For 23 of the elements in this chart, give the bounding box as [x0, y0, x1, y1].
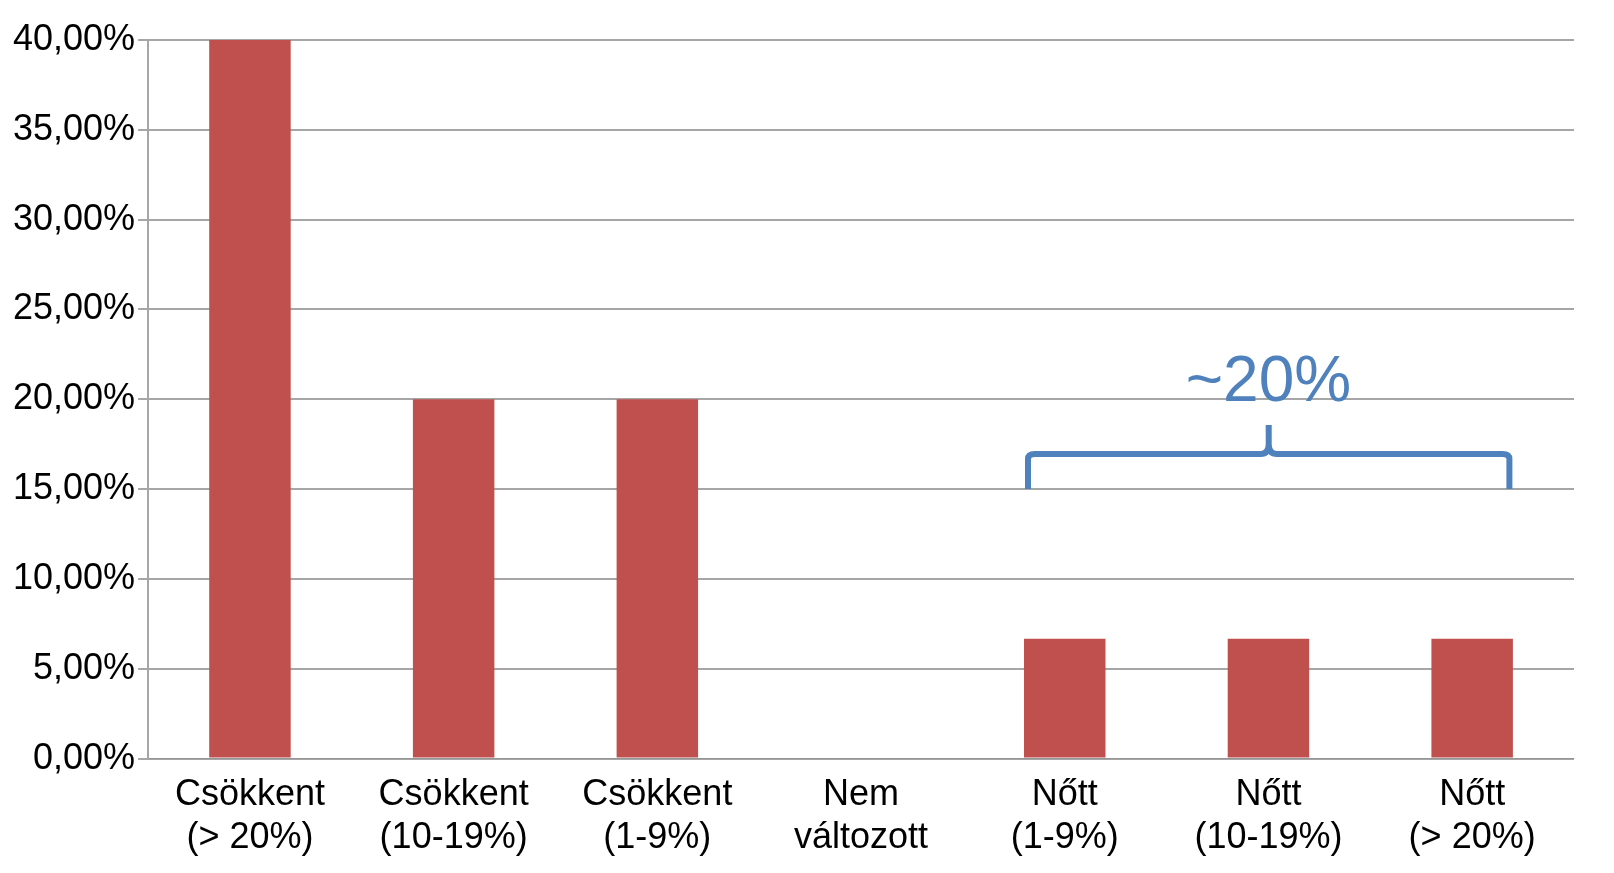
y-tick-label: 35,00% [12, 106, 136, 148]
y-tick-label: 20,00% [12, 376, 136, 418]
annotation: ~20% [1185, 343, 1352, 416]
bar [616, 399, 699, 758]
x-tick-label: Nőtt (1-9%) [1010, 772, 1119, 857]
bar [1431, 638, 1513, 758]
bar [1024, 638, 1106, 758]
bar [209, 40, 291, 758]
y-tick-label: 25,00% [12, 286, 136, 328]
x-tick-label: Csökkent (> 20%) [174, 772, 325, 857]
x-tick-label: Nőtt (10-19%) [1194, 772, 1343, 857]
y-tick-label: 10,00% [12, 555, 136, 597]
y-tick-label: 40,00% [12, 16, 136, 58]
bar [412, 399, 495, 758]
x-tick-label: Csökkent (1-9%) [582, 772, 733, 857]
x-tick-label: Nőtt (> 20%) [1408, 772, 1536, 857]
x-tick-label: Csökkent (10-19%) [378, 772, 529, 857]
y-tick-label: 5,00% [33, 645, 136, 687]
x-tick-label: Nem változott [794, 772, 929, 857]
bar [1227, 638, 1310, 758]
y-tick-label: 0,00% [33, 735, 136, 777]
y-tick-label: 30,00% [12, 196, 136, 238]
y-tick-label: 15,00% [12, 466, 136, 508]
